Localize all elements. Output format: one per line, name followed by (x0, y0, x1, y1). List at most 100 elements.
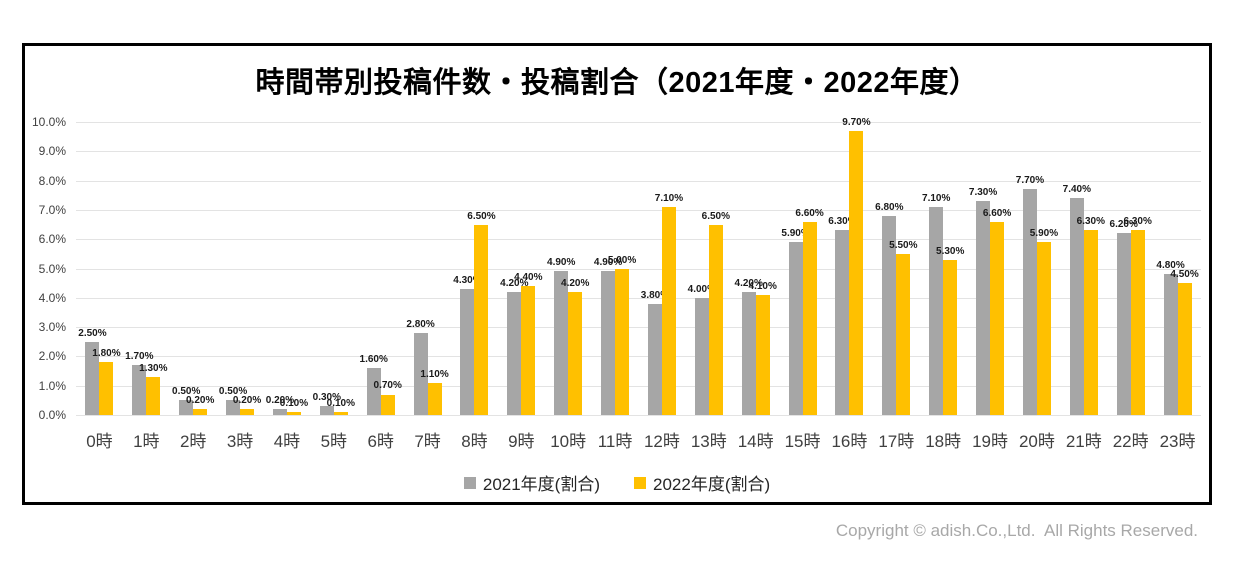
bar-value-label: 7.10% (922, 192, 951, 204)
bar-2022-h17 (896, 253, 911, 415)
x-axis-label: 22時 (1112, 432, 1149, 451)
legend-item-2021: 2021年度(割合) (463, 470, 600, 495)
bar-2022-h1 (146, 376, 161, 415)
bar-value-label: 0.20% (186, 395, 215, 407)
bar-2022-h5 (333, 412, 348, 415)
bar-value-label: 3.80% (640, 289, 670, 301)
bar-2022-h18 (943, 259, 958, 415)
y-axis-tick: 0.0% (38, 408, 66, 422)
bar-2021-h23 (1163, 274, 1178, 415)
bar-value-label: 4.50% (1170, 269, 1199, 281)
legend-label-2021: 2021年度(割合) (482, 475, 600, 494)
bar-2022-h21 (1083, 230, 1098, 415)
bar-2021-h20 (1022, 189, 1037, 415)
x-axis-label: 1時 (133, 432, 160, 451)
bar-value-label: 5.90% (781, 228, 810, 240)
bar-value-label: 7.40% (1062, 184, 1091, 196)
gridline (76, 385, 1201, 387)
bar-2021-h3 (226, 400, 241, 415)
bar-2022-h7 (427, 382, 442, 415)
bar-value-label: 1.10% (420, 368, 449, 380)
gridline (76, 209, 1201, 211)
bar-2022-h22 (1130, 230, 1145, 415)
bar-2021-h19 (976, 201, 991, 415)
bar-value-label: 4.20% (734, 277, 763, 289)
bar-2022-h19 (990, 221, 1005, 415)
x-axis-label: 9時 (508, 432, 535, 451)
bar-2022-h14 (755, 294, 770, 415)
x-axis-label: 8時 (461, 432, 488, 451)
copyright-text: Copyright © adish.Co.,Ltd. All Rights Re… (835, 521, 1198, 540)
gridline (76, 151, 1201, 153)
bar-value-label: 0.50% (218, 386, 248, 398)
bar-2022-h3 (240, 409, 255, 415)
y-axis-tick: 5.0% (38, 261, 66, 276)
x-axis-label: 0時 (86, 432, 113, 451)
legend-label-2022: 2022年度(割合) (653, 475, 771, 494)
bar-value-label: 1.70% (125, 351, 154, 363)
bar-value-label: 4.90% (593, 257, 623, 269)
bar-value-label: 6.20% (1109, 219, 1138, 231)
gridline (76, 239, 1201, 241)
bar-2021-h6 (366, 368, 381, 415)
bar-value-label: 0.20% (232, 395, 262, 407)
bar-value-label: 5.30% (936, 245, 965, 257)
gridline (76, 415, 1201, 416)
bar-value-label: 2.80% (406, 318, 435, 330)
x-axis-label: 2時 (179, 432, 207, 451)
bar-value-label: 6.60% (795, 207, 824, 219)
bar-2021-h8 (460, 289, 475, 415)
y-axis-tick: 4.0% (38, 290, 66, 305)
gridline (76, 356, 1201, 358)
chart-title: 時間帯別投稿件数・投稿割合（2021年度・2022年度） (255, 67, 979, 99)
bar-value-label: 0.10% (326, 398, 355, 410)
bar-2022-h0 (99, 362, 114, 415)
bar-value-label: 0.30% (312, 392, 341, 404)
bar-2021-h21 (1069, 198, 1084, 415)
x-axis-label: 17時 (878, 432, 915, 451)
y-axis-tick: 3.0% (38, 320, 66, 335)
bar-2022-h12 (661, 206, 676, 415)
bar-value-label: 1.80% (92, 348, 121, 360)
y-axis-tick: 1.0% (38, 378, 66, 393)
y-axis-tick: 2.0% (38, 349, 66, 364)
bar-2022-h9 (521, 286, 536, 415)
bar-value-label: 0.10% (279, 398, 309, 410)
bar-2021-h2 (179, 400, 194, 415)
bar-2022-h20 (1036, 242, 1051, 415)
x-axis-label: 3時 (226, 432, 254, 451)
x-axis-label: 11時 (597, 432, 633, 451)
y-axis-tick: 9.0% (38, 144, 66, 159)
bar-value-label: 1.60% (359, 354, 388, 366)
bar-value-label: 5.50% (889, 239, 918, 251)
bar-value-label: 6.60% (982, 207, 1012, 219)
bar-2022-h13 (708, 224, 723, 415)
bar-value-label: 4.80% (1156, 260, 1185, 272)
bar-value-label: 4.30% (453, 275, 482, 286)
y-axis-tick: 8.0% (38, 173, 66, 188)
bar-value-label: 4.20% (500, 277, 529, 289)
bar-value-label: 7.70% (1015, 175, 1045, 187)
bar-value-label: 5.00% (607, 254, 637, 266)
bar-value-label: 2.50% (78, 327, 107, 339)
legend-swatch-2022-icon (634, 476, 646, 489)
bar-2021-h14 (741, 291, 756, 415)
bar-2022-h23 (1177, 283, 1192, 415)
bar-2021-h5 (319, 406, 334, 415)
bar-value-label: 7.10% (654, 192, 684, 204)
y-axis-tick: 7.0% (38, 202, 66, 217)
x-axis-label: 15時 (784, 432, 821, 451)
bar-value-label: 6.50% (701, 210, 730, 222)
gridline (76, 268, 1201, 270)
bar-2021-h12 (647, 303, 662, 415)
x-axis-label: 16時 (831, 432, 868, 451)
bar-2022-h16 (849, 130, 864, 415)
bar-value-label: 6.30% (828, 216, 857, 228)
bar-2021-h7 (413, 332, 428, 415)
bar-2021-h16 (835, 230, 850, 415)
bar-value-label: 5.90% (1029, 228, 1059, 240)
bar-value-label: 6.80% (875, 201, 904, 213)
x-axis-label: 18時 (925, 432, 962, 451)
bar-2021-h11 (601, 271, 616, 415)
